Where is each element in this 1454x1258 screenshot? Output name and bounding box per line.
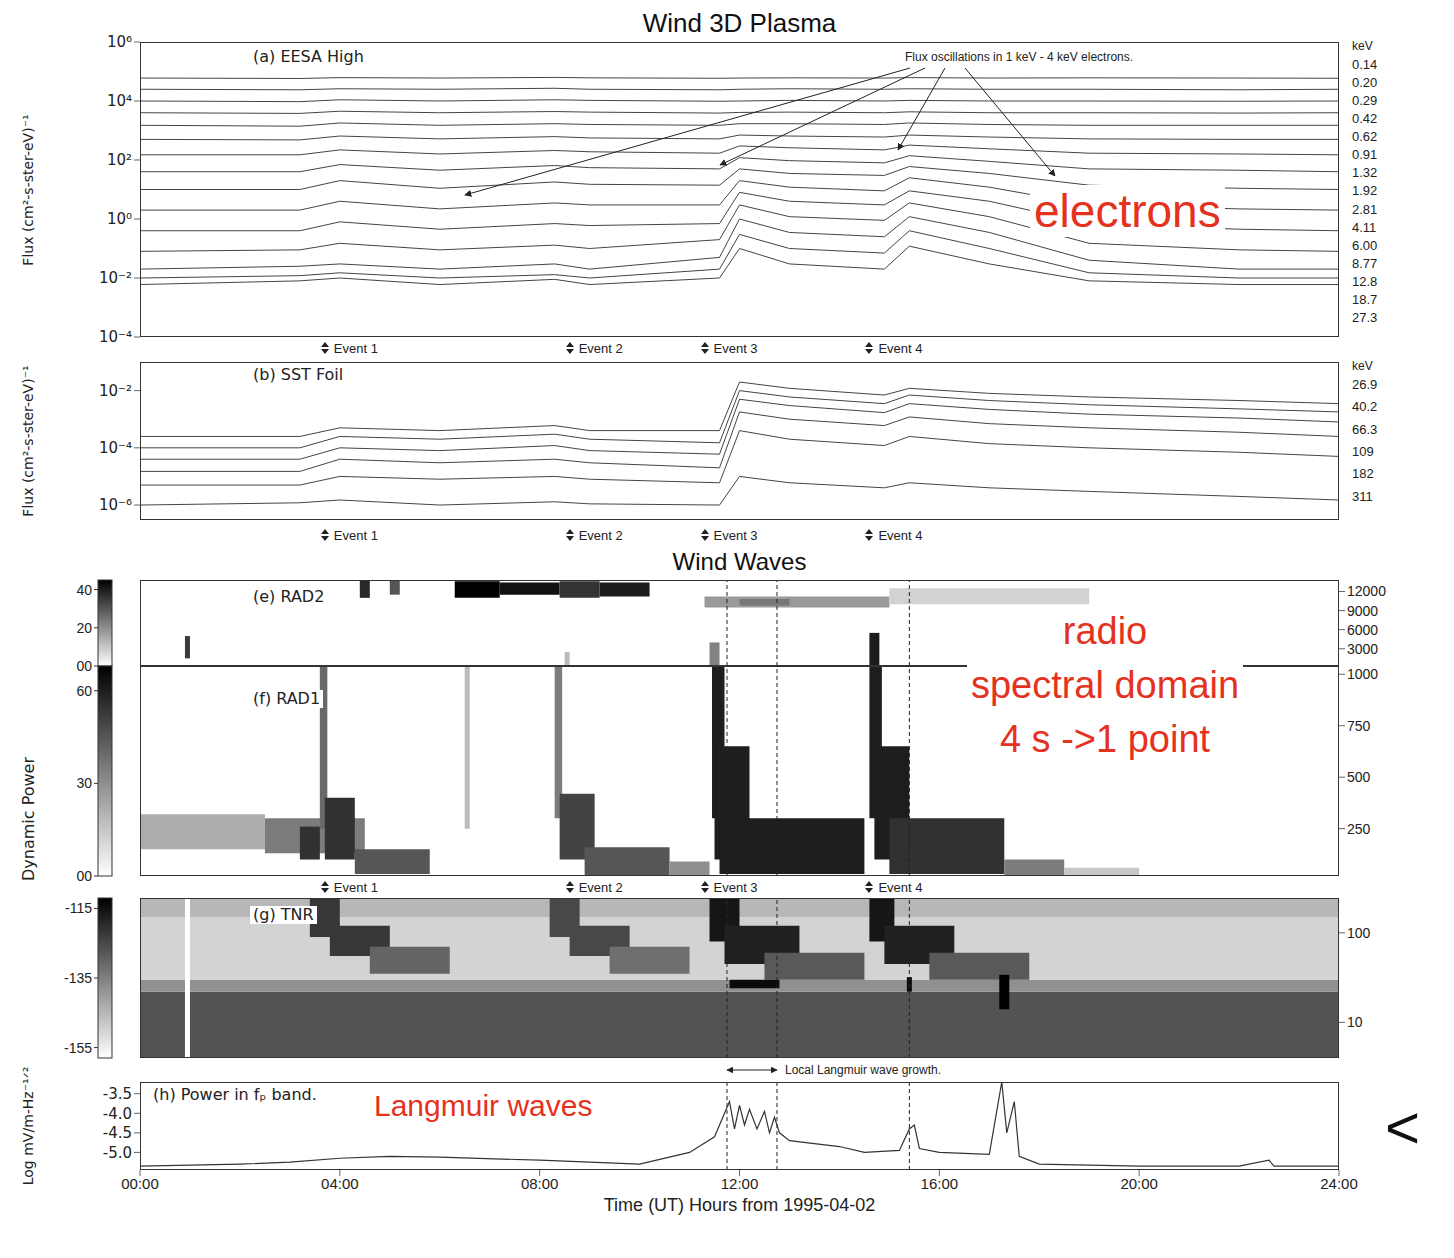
html-text:radio: radio	[1062, 610, 1148, 652]
html-text:Flux (cm²-s-ster-eV)⁻¹: Flux (cm²-s-ster-eV)⁻¹	[20, 365, 36, 517]
html-text:(f) RAD1: (f) RAD1	[253, 689, 321, 708]
svg-text:10⁻⁴: 10⁻⁴	[99, 439, 132, 457]
html-text:keV: keV	[1352, 39, 1373, 53]
svg-text:10⁻⁴: 10⁻⁴	[99, 328, 132, 346]
svg-text:10⁰: 10⁰	[107, 210, 132, 228]
html-text:8.77: 8.77	[1352, 255, 1378, 271]
html-text:0.20: 0.20	[1352, 75, 1378, 91]
html-text:Event 4: Event 4	[878, 879, 923, 895]
html-text:Event 4: Event 4	[878, 340, 923, 356]
html-text:electrons: electrons	[1034, 185, 1221, 237]
html-text:(e) RAD2: (e) RAD2	[253, 587, 325, 606]
html-text:182: 182	[1352, 466, 1374, 482]
html-text:Dynamic Power: Dynamic Power	[18, 757, 38, 881]
svg-text:00: 00	[76, 658, 92, 674]
html-text:26.9: 26.9	[1352, 377, 1378, 392]
svg-text:9000: 9000	[1347, 603, 1378, 619]
html-text:1.32: 1.32	[1352, 165, 1378, 181]
html-text:Event 3: Event 3	[713, 527, 758, 543]
svg-text:10⁻⁶: 10⁻⁶	[99, 496, 132, 514]
svg-text:3000: 3000	[1347, 641, 1378, 657]
html-text:4 s ->1 point: 4 s ->1 point	[999, 718, 1211, 760]
html-text:0.62: 0.62	[1352, 129, 1378, 145]
svg-text:-5.0: -5.0	[103, 1144, 132, 1162]
html-text:(a) EESA High: (a) EESA High	[253, 47, 364, 66]
html-text:0.14: 0.14	[1352, 57, 1378, 72]
html-text:Event 2: Event 2	[578, 527, 623, 543]
svg-text:500: 500	[1347, 769, 1371, 785]
svg-text:30: 30	[76, 775, 92, 791]
svg-text:00:00: 00:00	[121, 1175, 159, 1192]
html-text:1.92: 1.92	[1352, 183, 1378, 199]
svg-text:-4.5: -4.5	[103, 1124, 132, 1142]
svg-text:60: 60	[76, 683, 92, 699]
html-text:Wind Waves: Wind Waves	[672, 548, 807, 575]
html-text:Flux (cm²-s-ster-eV)⁻¹: Flux (cm²-s-ster-eV)⁻¹	[20, 113, 36, 266]
html-text:Event 3: Event 3	[713, 340, 758, 356]
html-text:0.42: 0.42	[1352, 111, 1378, 127]
html-text:0.91: 0.91	[1352, 147, 1378, 163]
svg-text:20:00: 20:00	[1120, 1175, 1158, 1192]
svg-text:04:00: 04:00	[321, 1175, 359, 1192]
svg-text:-115: -115	[65, 900, 92, 916]
svg-text:08:00: 08:00	[521, 1175, 559, 1192]
html-text:6.00: 6.00	[1352, 237, 1378, 253]
html-text:4.11: 4.11	[1352, 219, 1377, 235]
svg-text:1000: 1000	[1347, 666, 1378, 682]
html-text:Langmuir waves: Langmuir waves	[374, 1089, 593, 1122]
svg-text:750: 750	[1347, 718, 1371, 734]
html-text:0.29: 0.29	[1352, 93, 1378, 109]
svg-text:12000: 12000	[1347, 583, 1386, 599]
svg-text:24:00: 24:00	[1320, 1175, 1358, 1192]
html-text:Flux oscillations in 1 keV - 4: Flux oscillations in 1 keV - 4 keV elect…	[905, 50, 1134, 64]
svg-text:12:00: 12:00	[721, 1175, 759, 1192]
html-text:Log mV/m-Hz⁻¹ᐟ²: Log mV/m-Hz⁻¹ᐟ²	[20, 1066, 36, 1186]
html-text:66.3: 66.3	[1352, 421, 1378, 437]
html-text:Event 1: Event 1	[333, 527, 378, 543]
svg-text:-4.0: -4.0	[103, 1105, 132, 1123]
svg-text:40: 40	[76, 582, 92, 598]
html-text:Local Langmuir wave growth.: Local Langmuir wave growth.	[785, 1063, 942, 1077]
html-text:keV: keV	[1352, 359, 1373, 373]
html-text:Time (UT) Hours from 1995-04-0: Time (UT) Hours from 1995-04-02	[603, 1195, 876, 1215]
svg-text:20: 20	[76, 620, 92, 636]
svg-text:16:00: 16:00	[921, 1175, 959, 1192]
html-text:40.2: 40.2	[1352, 399, 1378, 415]
svg-text:10⁶: 10⁶	[107, 33, 132, 51]
svg-text:10: 10	[1347, 1014, 1363, 1030]
html-text:18.7: 18.7	[1352, 291, 1378, 307]
svg-text:10⁻²: 10⁻²	[99, 269, 132, 287]
svg-text:10²: 10²	[107, 151, 132, 169]
html-text:spectral domain: spectral domain	[970, 664, 1240, 706]
html-text:Event 3: Event 3	[713, 879, 758, 895]
html-text:Event 1: Event 1	[333, 879, 378, 895]
html-text:(g) TNR: (g) TNR	[253, 905, 314, 924]
html-text:(h) Power in fₚ band.: (h) Power in fₚ band.	[153, 1085, 317, 1104]
html-text:109: 109	[1352, 444, 1374, 459]
html-text:Event 1: Event 1	[333, 340, 378, 356]
svg-text:-3.5: -3.5	[103, 1085, 132, 1103]
html-text:Wind 3D Plasma: Wind 3D Plasma	[642, 8, 837, 38]
svg-text:100: 100	[1347, 925, 1371, 941]
svg-text:250: 250	[1347, 821, 1371, 837]
html-text:2.81: 2.81	[1352, 201, 1378, 217]
svg-text:6000: 6000	[1347, 622, 1378, 638]
html-text:311: 311	[1352, 488, 1373, 504]
svg-text:10⁻²: 10⁻²	[99, 382, 132, 400]
html-text:Event 4: Event 4	[878, 527, 923, 543]
svg-text:-155: -155	[64, 1040, 92, 1056]
svg-text:10⁴: 10⁴	[107, 92, 132, 110]
html-text:27.3: 27.3	[1352, 309, 1378, 325]
html-text:Event 2: Event 2	[578, 879, 623, 895]
html-text:(b) SST Foil: (b) SST Foil	[253, 365, 344, 384]
html-text:12.8: 12.8	[1352, 273, 1378, 289]
html-text:Event 2: Event 2	[578, 340, 623, 356]
svg-text:-135: -135	[64, 970, 92, 986]
svg-text:00: 00	[76, 868, 92, 884]
